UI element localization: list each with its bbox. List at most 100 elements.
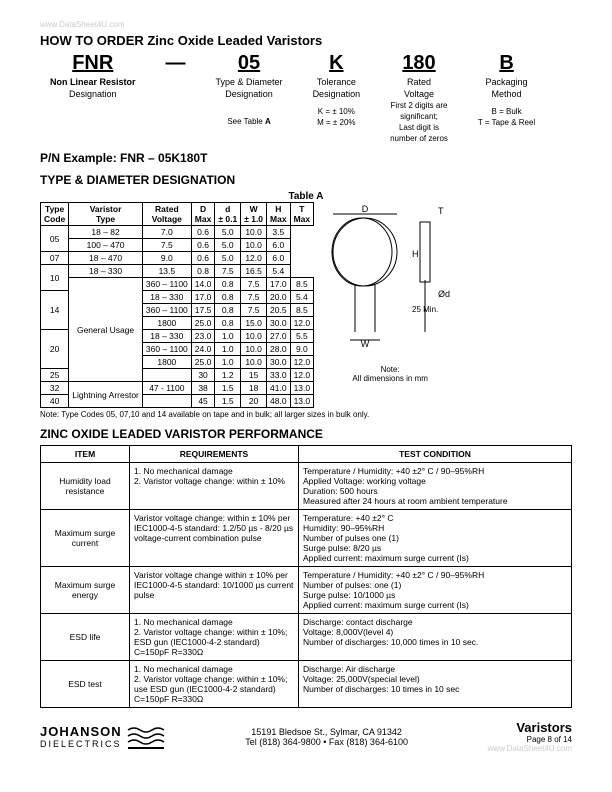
col-header: TEST CONDITION: [299, 446, 572, 463]
cell: 6.0: [267, 252, 291, 265]
order-big: K: [313, 52, 361, 75]
label: Rated: [390, 77, 448, 87]
label: Designation: [313, 89, 361, 99]
cell: 1.5: [215, 395, 241, 408]
cell: 25.0: [191, 356, 215, 369]
cell: 1.0: [215, 356, 241, 369]
cell: 13.0: [290, 382, 314, 395]
label: Method: [478, 89, 535, 99]
addr: 15191 Bledsoe St., Sylmar, CA 91342: [245, 727, 408, 737]
ordering-guide: FNR Non Linear Resistor Designation — 05…: [50, 52, 572, 143]
cell: 18: [241, 382, 267, 395]
cell: 5.4: [290, 291, 314, 304]
cell: [142, 395, 191, 408]
performance-table: ITEMREQUIREMENTSTEST CONDITIONHumidity l…: [40, 445, 572, 708]
cell: Lightning Arrestor: [69, 382, 143, 408]
sub: First 2 digits are: [390, 101, 448, 110]
cell: 20.0: [267, 291, 291, 304]
section-name: Varistors: [488, 720, 572, 735]
label: Type & Diameter: [216, 77, 283, 87]
svg-text:Ød: Ød: [438, 289, 450, 299]
cell: 1800: [142, 356, 191, 369]
sub: M = ± 20%: [313, 118, 361, 127]
cell: 07: [41, 252, 69, 265]
cell: 1. No mechanical damage 2. Varistor volt…: [130, 614, 299, 661]
table-a: TypeCodeVaristorTypeRatedVoltageDMaxd± 0…: [40, 202, 314, 408]
cell: 0.6: [191, 239, 215, 252]
cell: 30.0: [267, 356, 291, 369]
company-logo: JOHANSON DIELECTRICS: [40, 724, 166, 750]
cell: 17.0: [267, 278, 291, 291]
cell: ESD life: [41, 614, 130, 661]
cell: 17.5: [191, 304, 215, 317]
pn-example: P/N Example: FNR – 05K180T: [40, 151, 572, 165]
cell: 5.0: [215, 239, 241, 252]
table-a-caption: Table A: [40, 191, 572, 202]
main-title: HOW TO ORDER Zinc Oxide Leaded Varistors: [40, 33, 572, 48]
label: Voltage: [390, 89, 448, 99]
page-num: Page 8 of 14: [488, 735, 572, 744]
cell: 0.8: [215, 317, 241, 330]
cell: 9.0: [142, 252, 191, 265]
cell: 18 – 470: [69, 252, 143, 265]
order-dash: —: [166, 52, 186, 143]
cell: 15: [241, 369, 267, 382]
cell: 7.5: [142, 239, 191, 252]
cell: 14.0: [191, 278, 215, 291]
svg-text:D: D: [362, 204, 369, 214]
cell: 25.0: [191, 317, 215, 330]
cell: 18 – 330: [142, 291, 191, 304]
cell: 12.0: [290, 356, 314, 369]
cell: Temperature / Humidity: +40 ±2° C / 90–9…: [299, 567, 572, 614]
cell: [142, 369, 191, 382]
order-big-fnr: FNR: [50, 52, 136, 75]
order-big: B: [478, 52, 535, 75]
cell: 15.0: [241, 317, 267, 330]
label: Tolerance: [313, 77, 361, 87]
cell: 0.6: [191, 226, 215, 239]
cell: 10.0: [241, 343, 267, 356]
cell: 13.5: [142, 265, 191, 278]
cell: 1. No mechanical damage 2. Varistor volt…: [130, 661, 299, 708]
cell: 6.0: [267, 239, 291, 252]
cell: Varistor voltage change: within ± 10% pe…: [130, 510, 299, 567]
cell: 33.0: [267, 369, 291, 382]
cell: 30.0: [267, 317, 291, 330]
col-header: TMax: [290, 203, 314, 226]
cell: 7.5: [215, 265, 241, 278]
cell: 47 - 1100: [142, 382, 191, 395]
cell: Varistor voltage change within ± 10% per…: [130, 567, 299, 614]
cell: 10.0: [241, 356, 267, 369]
cell: 28.0: [267, 343, 291, 356]
cell: 10: [41, 265, 69, 291]
order-col-tol: K Tolerance Designation K = ± 10% M = ± …: [313, 52, 361, 143]
sub: T = Tape & Reel: [478, 118, 535, 127]
cell: Temperature: +40 ±2° C Humidity: 90–95%R…: [299, 510, 572, 567]
order-big: 05: [216, 52, 283, 75]
col-header: HMax: [267, 203, 291, 226]
col-header: VaristorType: [69, 203, 143, 226]
cell: Discharge: contact discharge Voltage: 8,…: [299, 614, 572, 661]
cell: 7.5: [241, 291, 267, 304]
cell: 20.5: [267, 304, 291, 317]
svg-text:H: H: [412, 249, 419, 259]
label: Designation: [50, 89, 136, 99]
cell: 1800: [142, 317, 191, 330]
order-col-volt: 180 Rated Voltage First 2 digits are sig…: [390, 52, 448, 143]
cell: 32: [41, 382, 69, 395]
cell: 3.5: [267, 226, 291, 239]
col-header: DMax: [191, 203, 215, 226]
cell: 0.8: [215, 304, 241, 317]
logo-line1: JOHANSON: [40, 724, 122, 739]
sub: Last digit is: [390, 123, 448, 132]
cell: 1.2: [215, 369, 241, 382]
sub: number of zeros: [390, 134, 448, 143]
cell: 40: [41, 395, 69, 408]
table-a-wrap: TypeCodeVaristorTypeRatedVoltageDMaxd± 0…: [40, 202, 572, 408]
cell: 18 – 82: [69, 226, 143, 239]
col-header: W± 1.0: [241, 203, 267, 226]
footer-right: Varistors Page 8 of 14 www.DataSheet4U.c…: [488, 720, 572, 753]
cell: 7.5: [241, 278, 267, 291]
label: Packaging: [478, 77, 535, 87]
watermark-top: www.DataSheet4U.com: [40, 20, 572, 29]
